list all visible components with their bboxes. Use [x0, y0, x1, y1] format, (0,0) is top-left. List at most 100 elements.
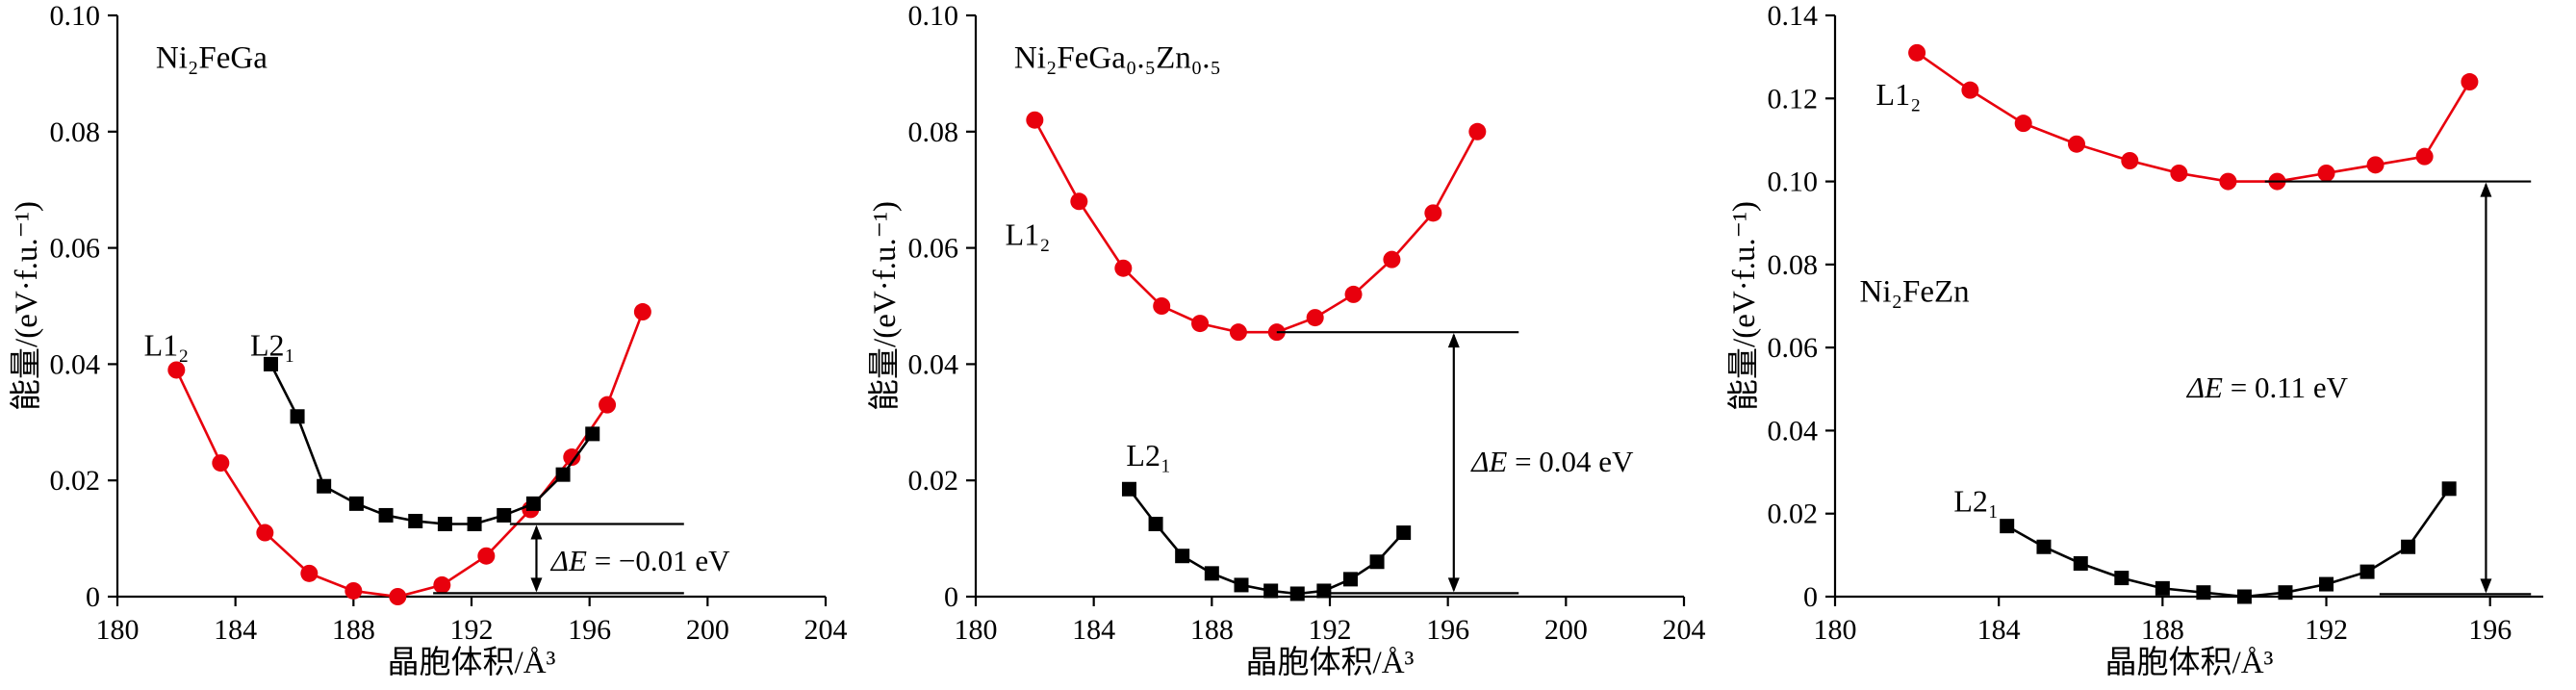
- arrow-head-up: [530, 524, 543, 540]
- x-tick-label: 180: [955, 614, 998, 646]
- x-tick-label: 196: [1426, 614, 1469, 646]
- circle-marker: [1383, 250, 1401, 268]
- x-tick-label: 200: [686, 614, 729, 646]
- square-marker: [1148, 517, 1163, 531]
- square-marker: [2278, 585, 2293, 601]
- y-axis-label: 能量/(eV·f.u.⁻¹): [9, 201, 44, 411]
- circle-marker: [344, 581, 363, 600]
- square-marker: [1263, 583, 1279, 599]
- circle-marker: [563, 448, 581, 467]
- circle-marker: [1468, 122, 1487, 141]
- series-l21: L2₁: [1122, 438, 1412, 601]
- circle-marker: [1344, 285, 1363, 303]
- circle-marker: [433, 575, 451, 594]
- circle-marker: [2461, 73, 2479, 91]
- square-marker: [555, 467, 571, 482]
- square-marker: [437, 517, 452, 531]
- square-marker: [525, 496, 541, 511]
- delta-e-annotation: ΔE = 0.11 eV: [2185, 180, 2531, 596]
- series-label: L2₁: [1953, 484, 1999, 519]
- circle-marker: [1230, 323, 1248, 342]
- square-marker: [467, 517, 482, 531]
- circle-marker: [1907, 43, 1926, 62]
- tick-labels: 180 184 188 192 196 200 204 0 0.02 0.04 0.06 0.08 0.…: [908, 0, 1706, 646]
- chart-panel-ni2fega: 180 184 188 192 196 200 204 0 0.02 0.04 0.06 0.08 0.…: [0, 0, 858, 690]
- circle-marker: [300, 564, 319, 582]
- circle-marker: [2317, 164, 2335, 182]
- chart-title: Ni₂FeGa₀.₅Zn₀.₅: [1014, 40, 1221, 75]
- circle-marker: [389, 588, 407, 605]
- square-marker: [1205, 566, 1220, 581]
- square-marker: [317, 478, 332, 494]
- series-label: L1₂: [144, 327, 190, 362]
- y-tick-label: 0.04: [1767, 415, 1818, 447]
- circle-marker: [1191, 315, 1210, 333]
- square-marker: [1290, 586, 1306, 601]
- x-tick-label: 196: [2468, 614, 2512, 646]
- series-label: L1₂: [1006, 217, 1051, 252]
- square-marker: [497, 507, 512, 523]
- tick-labels: 180 184 188 192 196 200 204 0 0.02 0.04 0.06 0.08 0.…: [50, 0, 848, 646]
- square-marker: [1234, 577, 1249, 593]
- circle-marker: [633, 303, 651, 321]
- series-label: L2₁: [1127, 438, 1172, 473]
- chart-ni2fega05zn05: 180 184 188 192 196 200 204 0 0.02 0.04 0.06 0.08 0.…: [867, 0, 1706, 680]
- delta-e-label: ΔE = −0.01 eV: [549, 544, 730, 577]
- axes: [1824, 13, 2543, 606]
- series-line: [175, 311, 645, 599]
- y-tick-label: 0.10: [50, 0, 101, 32]
- square-marker: [2318, 576, 2334, 592]
- circle-marker: [1961, 81, 1979, 99]
- y-tick-label: 0.10: [1767, 166, 1818, 198]
- circle-marker: [167, 361, 186, 379]
- x-tick-label: 188: [2141, 614, 2184, 646]
- series-l12: L1₂: [144, 303, 651, 605]
- arrow-head-up: [2480, 182, 2492, 197]
- x-tick-label: 204: [804, 614, 848, 646]
- circle-marker: [1153, 297, 1171, 315]
- series-l21: L2₁: [250, 327, 600, 531]
- x-axis-label: 晶胞体积/Å³: [2104, 645, 2273, 680]
- delta-e-label: ΔE = 0.11 eV: [2185, 371, 2349, 404]
- x-tick-label: 192: [2305, 614, 2348, 646]
- circle-marker: [1424, 204, 1442, 222]
- chart-ni2fega: 180 184 188 192 196 200 204 0 0.02 0.04 0.06 0.08 0.…: [9, 0, 848, 680]
- y-tick-label: 0.12: [1767, 83, 1818, 115]
- square-marker: [1343, 572, 1359, 587]
- y-tick-label: 0.08: [1767, 249, 1818, 281]
- series-l12: L1₂: [1875, 43, 2479, 191]
- square-marker: [1122, 481, 1137, 497]
- series-label: L2₁: [250, 327, 295, 362]
- square-marker: [1175, 549, 1190, 564]
- circle-marker: [2366, 156, 2385, 174]
- y-tick-label: 0.04: [908, 348, 959, 380]
- square-marker: [2113, 571, 2129, 586]
- circle-marker: [256, 524, 274, 542]
- circle-marker: [2014, 115, 2032, 133]
- square-marker: [2036, 539, 2052, 554]
- x-tick-label: 200: [1544, 614, 1588, 646]
- square-marker: [1316, 583, 1332, 599]
- chart-title: Ni₂FeZn: [1859, 275, 1969, 310]
- x-tick-label: 180: [1813, 614, 1856, 646]
- chart-panel-ni2fezn: 180 184 188 192 196 0 0.02 0.04 0.06 0.08 0.10 0.12…: [1718, 0, 2576, 690]
- square-marker: [2400, 539, 2415, 554]
- circle-marker: [599, 396, 617, 414]
- y-tick-label: 0: [1803, 581, 1818, 613]
- arrow-head-up: [1448, 333, 1461, 348]
- circle-marker: [2415, 147, 2434, 166]
- y-tick-label: 0.06: [1767, 332, 1818, 364]
- circle-marker: [2067, 135, 2085, 153]
- series-line: [1128, 488, 1405, 596]
- x-axis-label: 晶胞体积/Å³: [1246, 645, 1415, 680]
- square-marker: [2236, 589, 2252, 604]
- square-marker: [2073, 555, 2088, 571]
- circle-marker: [2219, 172, 2237, 191]
- y-tick-label: 0.14: [1767, 0, 1818, 32]
- x-tick-label: 192: [1309, 614, 1352, 646]
- chart-panel-ni2fega05zn05: 180 184 188 192 196 200 204 0 0.02 0.04 0.06 0.08 0.…: [858, 0, 1717, 690]
- x-tick-label: 180: [96, 614, 140, 646]
- tick-labels: 180 184 188 192 196 0 0.02 0.04 0.06 0.08 0.10 0.12…: [1767, 0, 2512, 646]
- y-tick-label: 0.02: [50, 465, 101, 497]
